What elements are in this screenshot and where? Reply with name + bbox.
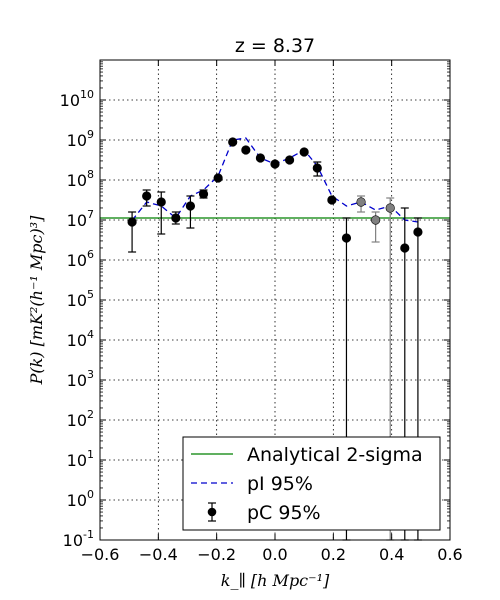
pc-data-point [127,217,137,227]
y-tick-label: 104 [67,328,94,350]
legend-swatch-pc [207,507,217,517]
pc-data-point [413,227,423,237]
pc-data-point [198,189,209,199]
x-tick-label: −0.4 [139,545,178,564]
y-tick-label: 107 [67,208,94,230]
legend-label: pC 95% [247,502,321,524]
pc-data-point [228,137,238,147]
legend: Analytical 2-sigma pI 95% pC 95% [182,436,441,531]
chart-title: z = 8.37 [235,35,315,57]
pc-data-point [241,145,251,155]
x-tick-label: −0.6 [81,545,120,564]
pc-data-point [171,213,181,223]
axis-ticks: −0.6 −0.4 −0.2 0.0 0.2 0.4 0.6 10-1 100 101 102 103… [60,60,463,564]
y-tick-label: 108 [67,168,94,190]
x-tick-label: 0.0 [262,545,287,564]
y-tick-label: 101 [67,448,94,470]
legend-label: pI 95% [247,473,313,495]
pc-data-point [327,195,337,205]
pc-data-point [299,147,309,157]
pc-data-point [156,197,166,207]
y-tick-label: 103 [67,368,94,390]
y-tick-label: 100 [67,488,94,510]
y-tick-label: 105 [67,288,94,310]
y-tick-label: 1010 [60,88,94,110]
pc-data-point [385,203,395,213]
pc-data-point [284,155,295,165]
x-axis-label: k_∥ [h Mpc⁻¹] [221,571,330,590]
y-tick-label: 102 [67,408,94,430]
pc-data-point [213,173,223,183]
pc-data-point [142,191,152,201]
y-tick-label: 10-1 [63,528,94,550]
pc-data-point [341,233,352,243]
pc-data-point [356,197,366,207]
y-tick-label: 109 [67,128,94,150]
pc-data-point [255,153,266,163]
pc-data-point [312,163,322,173]
x-tick-label: 0.6 [437,545,462,564]
y-tick-label: 106 [67,248,94,270]
x-tick-label: 0.2 [321,545,346,564]
pc-data-point [270,159,280,169]
x-tick-label: 0.4 [379,545,404,564]
y-axis-label: P(k) [mK²(h⁻¹ Mpc)³] [27,215,46,386]
pc-data-point [185,201,196,211]
grid-lines [100,60,450,541]
x-tick-label: −0.2 [197,545,236,564]
pc-data-point [371,215,381,225]
pc-data-point [400,243,410,253]
legend-label: Analytical 2-sigma [247,444,423,466]
